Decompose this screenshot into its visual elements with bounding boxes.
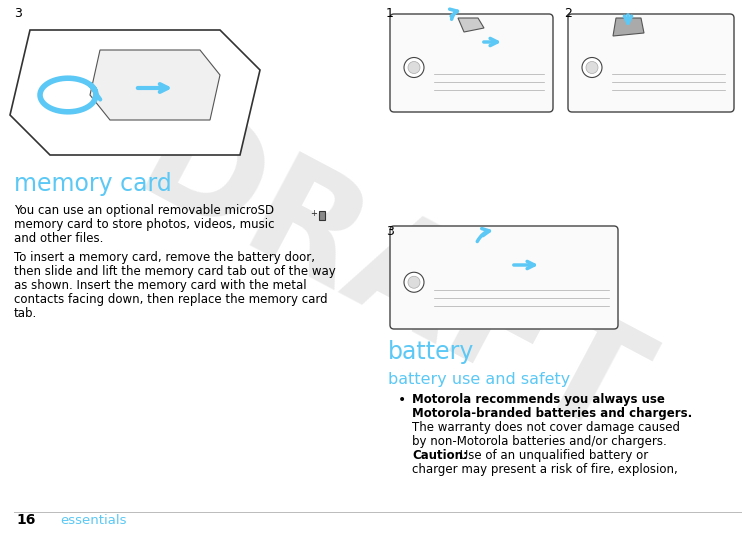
Text: DRAFT: DRAFT	[116, 90, 664, 470]
Circle shape	[408, 276, 420, 288]
Text: To insert a memory card, remove the battery door,: To insert a memory card, remove the batt…	[14, 251, 315, 264]
Text: memory card: memory card	[14, 172, 171, 196]
Text: and other files.: and other files.	[14, 232, 103, 245]
FancyBboxPatch shape	[390, 14, 553, 112]
Circle shape	[404, 57, 424, 78]
Text: charger may present a risk of fire, explosion,: charger may present a risk of fire, expl…	[412, 463, 678, 476]
Text: battery use and safety: battery use and safety	[388, 372, 570, 387]
FancyBboxPatch shape	[568, 14, 734, 112]
Text: contacts facing down, then replace the memory card: contacts facing down, then replace the m…	[14, 293, 328, 306]
Text: The warranty does not cover damage caused: The warranty does not cover damage cause…	[412, 421, 680, 434]
Text: 3: 3	[14, 7, 22, 20]
FancyBboxPatch shape	[319, 211, 325, 220]
Text: Motorola recommends you always use: Motorola recommends you always use	[412, 393, 665, 406]
Polygon shape	[613, 18, 644, 36]
Text: Use of an unqualified battery or: Use of an unqualified battery or	[456, 449, 648, 462]
Circle shape	[586, 62, 598, 73]
Polygon shape	[90, 50, 220, 120]
Text: +: +	[311, 210, 317, 219]
Text: by non-Motorola batteries and/or chargers.: by non-Motorola batteries and/or charger…	[412, 435, 667, 448]
Polygon shape	[458, 18, 484, 32]
Text: as shown. Insert the memory card with the metal: as shown. Insert the memory card with th…	[14, 279, 307, 292]
Circle shape	[582, 57, 602, 78]
Polygon shape	[10, 30, 260, 155]
Circle shape	[408, 62, 420, 73]
Text: Caution:: Caution:	[412, 449, 468, 462]
Text: essentials: essentials	[60, 514, 126, 527]
Text: Motorola-branded batteries and chargers.: Motorola-branded batteries and chargers.	[412, 407, 693, 420]
FancyBboxPatch shape	[390, 226, 618, 329]
Text: then slide and lift the memory card tab out of the way: then slide and lift the memory card tab …	[14, 265, 335, 278]
Text: tab.: tab.	[14, 307, 38, 320]
Text: memory card to store photos, videos, music: memory card to store photos, videos, mus…	[14, 218, 274, 231]
Text: battery: battery	[388, 340, 475, 364]
Text: •: •	[398, 393, 406, 407]
Text: 16: 16	[16, 513, 35, 527]
Text: 3: 3	[386, 225, 394, 238]
Text: 1: 1	[386, 7, 394, 20]
Text: You can use an optional removable microSD: You can use an optional removable microS…	[14, 204, 274, 217]
Text: 2: 2	[564, 7, 572, 20]
Circle shape	[404, 272, 424, 292]
